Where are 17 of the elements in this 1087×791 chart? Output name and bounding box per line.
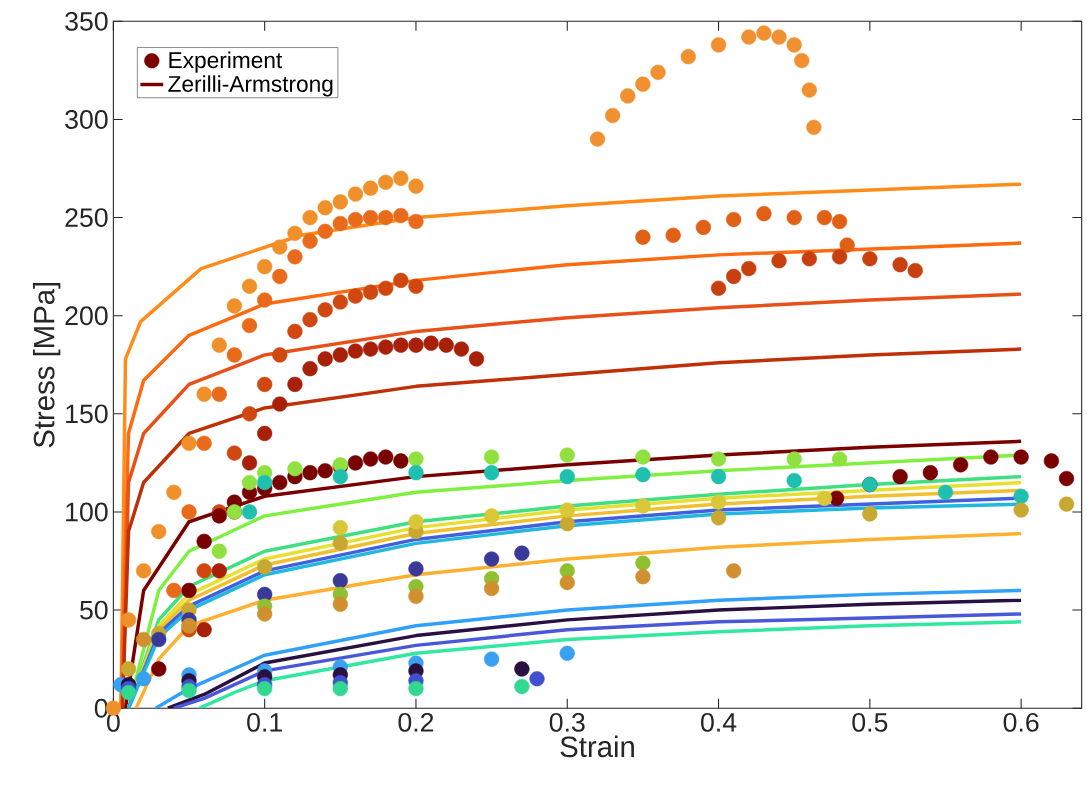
y-tick-label: 200 xyxy=(65,306,108,326)
x-tick-label: 0.2 xyxy=(398,712,434,732)
x-axis-title: Strain xyxy=(560,735,634,758)
legend-label: Experiment xyxy=(169,51,283,73)
x-tick-label: 0.6 xyxy=(1003,712,1039,732)
y-tick-label: 350 xyxy=(65,11,108,31)
x-tick-label: 0.1 xyxy=(247,712,282,732)
y-tick-label: 250 xyxy=(65,208,108,228)
x-tick-label: 0.4 xyxy=(701,712,737,732)
y-tick-label: 150 xyxy=(66,404,108,424)
legend-label: Zerilli-Armstrong xyxy=(168,75,333,97)
x-tick-label: 0.3 xyxy=(549,712,585,732)
y-axis-title: Stress [MPa] xyxy=(32,282,61,448)
x-tick-label: 0.5 xyxy=(852,712,888,732)
y-tick-label: 50 xyxy=(80,600,108,620)
y-tick-label: 300 xyxy=(65,110,108,129)
y-tick-label: 100 xyxy=(66,502,108,522)
